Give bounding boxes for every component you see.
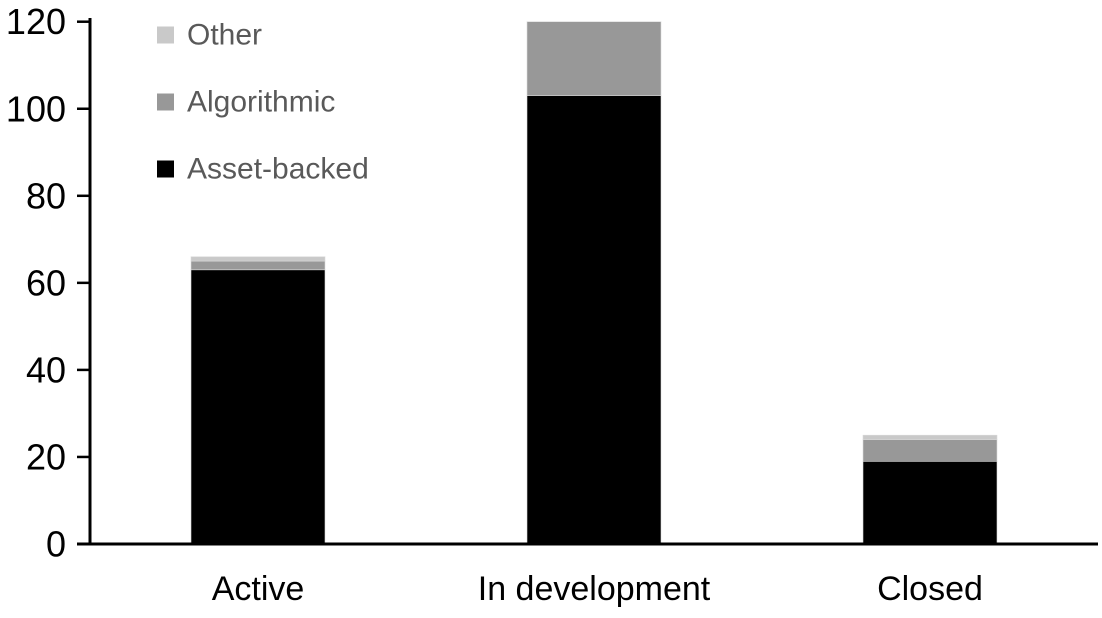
- bar-segment-algorithmic-1: [526, 21, 662, 96]
- bar-segment-other-0: [190, 256, 326, 262]
- y-tick-label-4: 80: [26, 175, 66, 216]
- legend-swatch-algorithmic: [157, 93, 174, 111]
- bar-segment-algorithmic-0: [190, 260, 326, 271]
- y-tick-label-5: 100: [6, 88, 66, 129]
- bar-segment-asset-backed-1: [526, 95, 662, 545]
- y-tick-label-1: 20: [26, 436, 66, 477]
- y-tick-label-3: 60: [26, 262, 66, 303]
- y-tick-label-2: 40: [26, 349, 66, 390]
- bar-segment-asset-backed-0: [190, 269, 326, 545]
- y-tick-label-0: 0: [46, 524, 66, 565]
- bar-segment-algorithmic-2: [862, 439, 998, 462]
- legend-label-algorithmic: Algorithmic: [187, 86, 335, 119]
- bar-segment-other-2: [862, 434, 998, 440]
- x-axis-label-2: Closed: [877, 570, 983, 608]
- legend-label-other: Other: [187, 19, 262, 52]
- y-tick-label-6: 120: [6, 1, 66, 42]
- bar-segment-asset-backed-2: [862, 461, 998, 545]
- legend-swatch-asset-backed: [157, 160, 174, 178]
- legend-swatch-other: [157, 26, 174, 44]
- x-axis-label-0: Active: [212, 570, 305, 608]
- legend-label-asset-backed: Asset-backed: [187, 153, 369, 186]
- x-axis-label-1: In development: [478, 570, 711, 608]
